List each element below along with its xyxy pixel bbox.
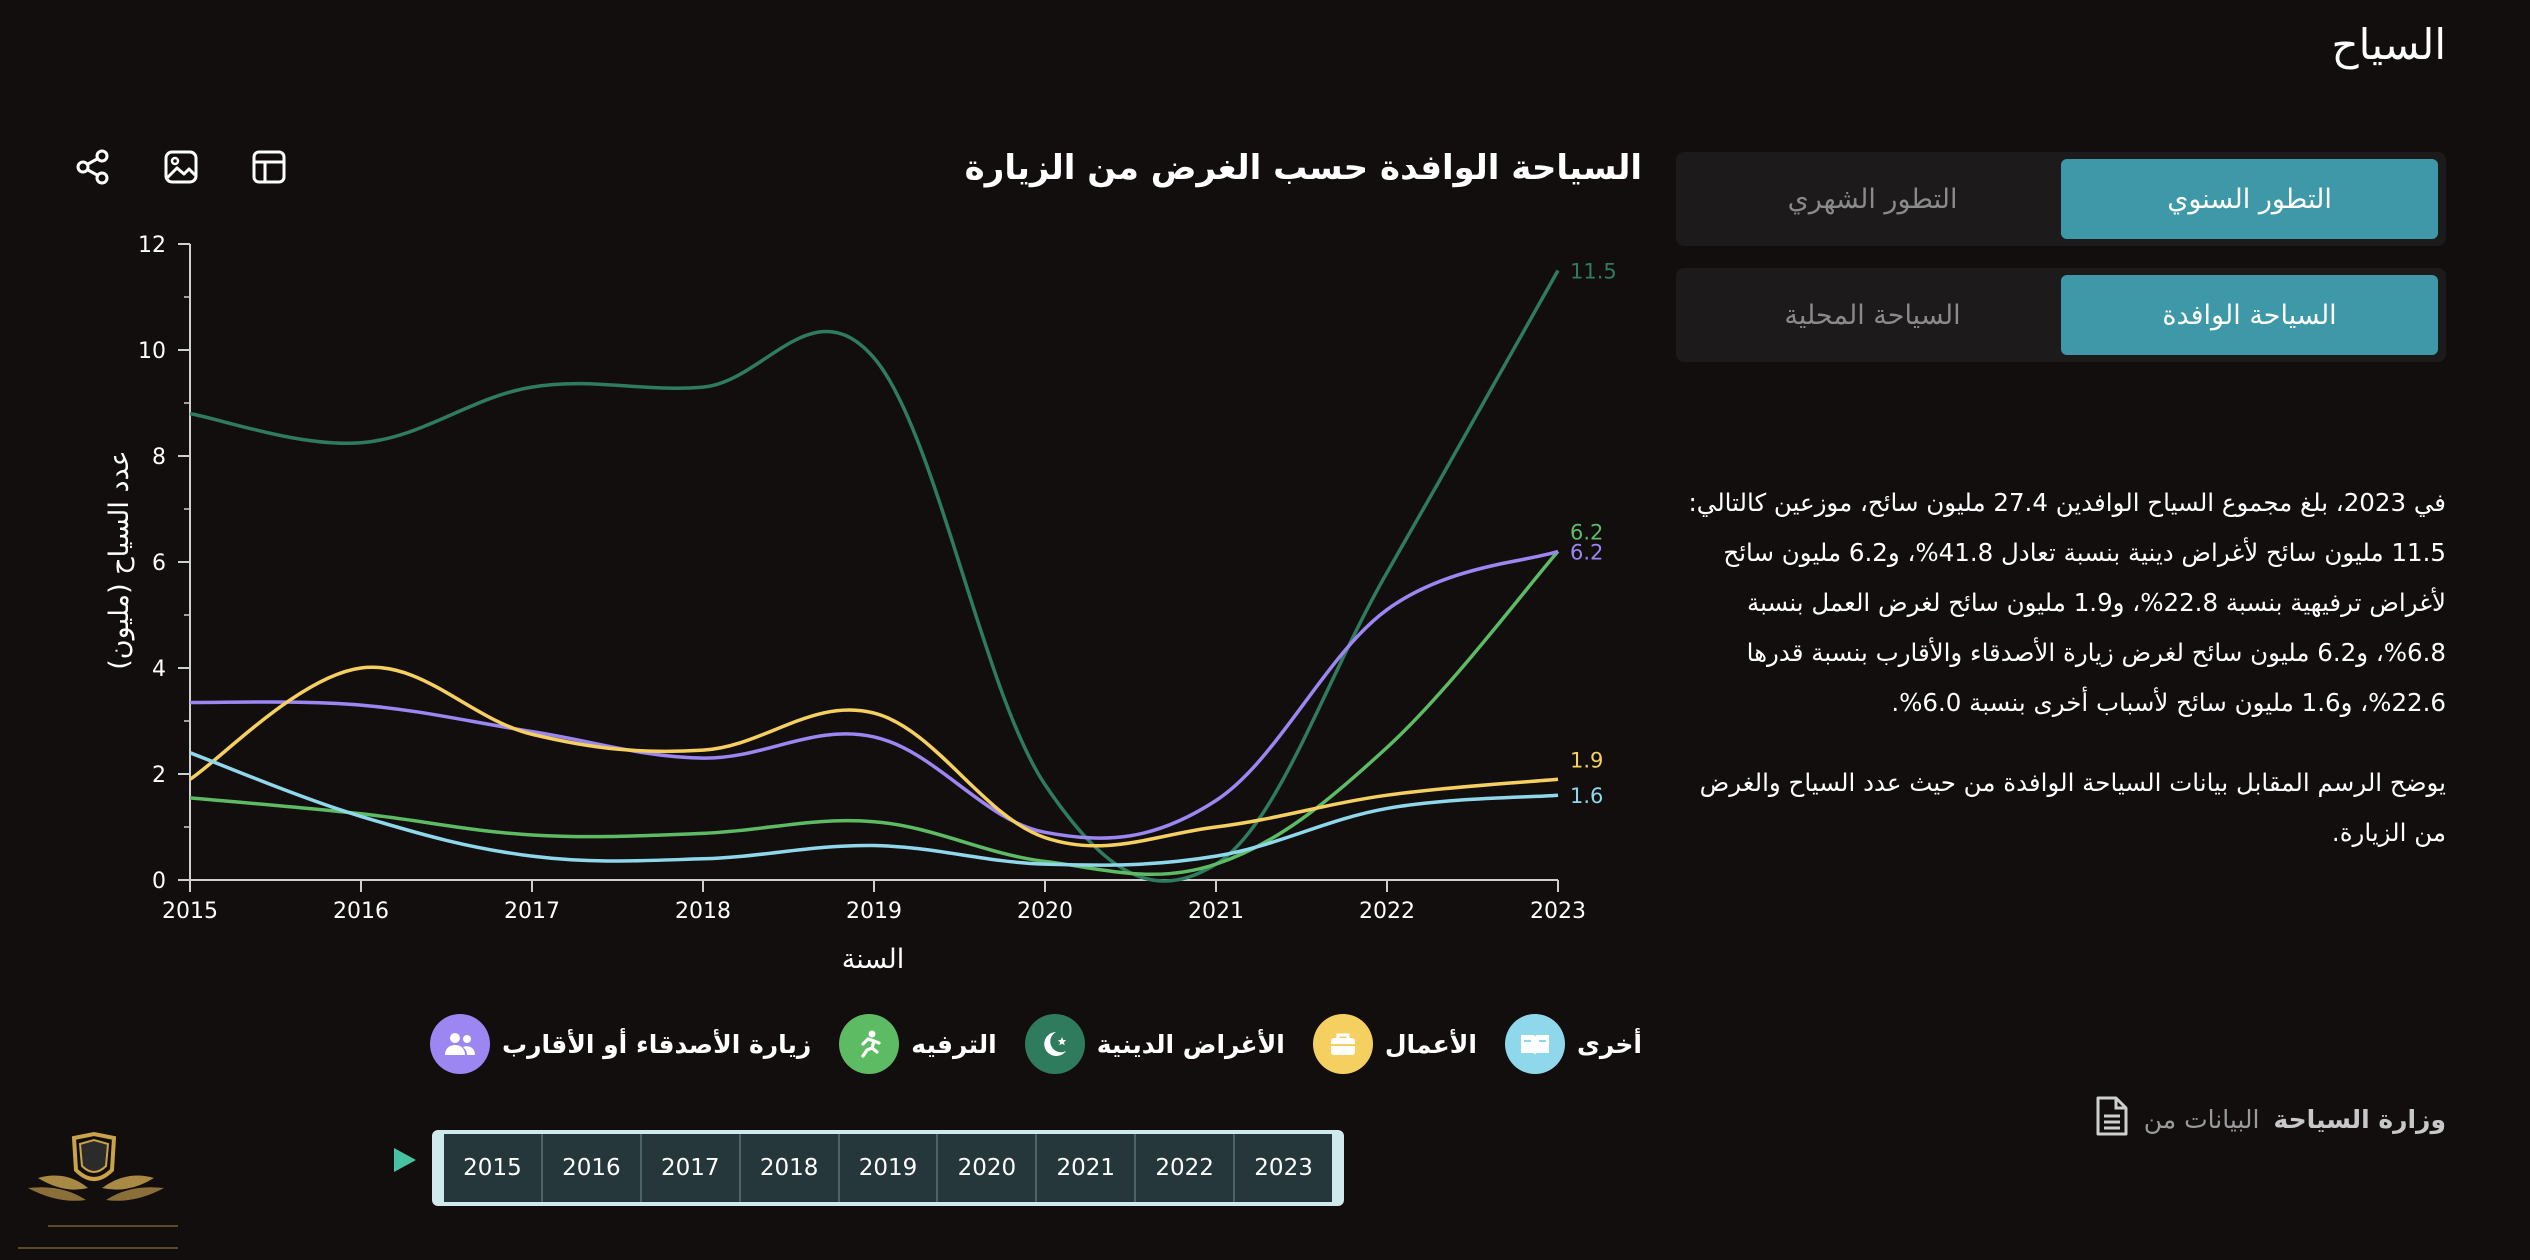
data-source: البيانات من وزارة السياحة	[2092, 1096, 2446, 1142]
line-chart: 0 2 4 6 8 10 12 2015 2016 2017 2018 2019 2020 2021 202…	[104, 233, 1617, 975]
source-link[interactable]: وزارة السياحة	[2273, 1104, 2446, 1134]
x-tick-label: 2020	[1017, 899, 1073, 924]
series-end-label: 6.2	[1570, 540, 1603, 564]
domestic-tourism-button[interactable]: السياحة المحلية	[1784, 299, 1961, 331]
chart-axes: 0 2 4 6 8 10 12 2015 2016 2017 2018 2019 2020 2021 202…	[138, 233, 1586, 924]
legend-label: أخرى	[1576, 1029, 1642, 1059]
book-icon	[1504, 1014, 1565, 1074]
legend-item-business[interactable]: الأعمال	[1312, 1014, 1477, 1074]
y-tick-label: 0	[152, 869, 166, 894]
crescent-icon	[1024, 1014, 1085, 1074]
legend-item-other[interactable]: أخرى	[1504, 1014, 1642, 1074]
share-icon[interactable]	[74, 148, 112, 186]
x-tick-label: 2023	[1530, 899, 1586, 924]
document-icon	[2092, 1096, 2130, 1142]
series-line[interactable]	[189, 269, 1560, 883]
legend-label: الأعمال	[1384, 1029, 1477, 1059]
x-tick-label: 2018	[675, 899, 731, 924]
series-line[interactable]	[189, 751, 1559, 867]
briefcase-icon	[1312, 1014, 1373, 1074]
inbound-tourism-button[interactable]: السياحة الوافدة	[2061, 275, 2438, 355]
y-tick-label: 12	[138, 233, 166, 258]
period-toggle: التطور السنوي التطور الشهري	[1676, 152, 2446, 246]
timeline-year[interactable]: 2021	[1037, 1134, 1137, 1202]
x-tick-label: 2015	[162, 899, 218, 924]
timeline-year[interactable]: 2016	[543, 1134, 642, 1202]
series-line[interactable]	[189, 665, 1559, 848]
y-tick-label: 2	[152, 763, 166, 788]
timeline-year[interactable]: 2022	[1136, 1134, 1236, 1202]
year-timeline: 2015 2016 2017 2018 2019 2020 2021 2022 2023	[432, 1130, 1344, 1206]
series-end-label: 1.6	[1570, 784, 1603, 808]
timeline-year[interactable]: 2019	[840, 1134, 939, 1202]
timeline-year[interactable]: 2017	[642, 1134, 741, 1202]
legend-label: الأغراض الدينية	[1096, 1029, 1285, 1059]
series-line[interactable]	[189, 549, 1559, 840]
y-tick-label: 10	[138, 339, 166, 364]
series-line[interactable]	[189, 550, 1560, 877]
chart-title: السياحة الوافدة حسب الغرض من الزيارة	[964, 148, 1642, 188]
description-paragraph: يوضح الرسم المقابل بيانات السياحة الوافد…	[1699, 768, 2446, 847]
x-tick-label: 2022	[1359, 899, 1415, 924]
x-tick-label: 2021	[1188, 899, 1244, 924]
chart-legend: زيارة الأصدقاء أو الأقارب الترفيه الأغرا…	[429, 1014, 1642, 1074]
x-tick-label: 2016	[333, 899, 389, 924]
legend-label: الترفيه	[911, 1029, 997, 1059]
play-button[interactable]	[394, 1148, 416, 1172]
annual-trend-button[interactable]: التطور السنوي	[2061, 159, 2438, 239]
series-end-label: 11.5	[1570, 260, 1617, 284]
y-tick-label: 6	[152, 551, 166, 576]
x-tick-label: 2017	[504, 899, 560, 924]
timeline-year[interactable]: 2023	[1254, 1155, 1313, 1181]
page-title: السياح	[2331, 20, 2446, 69]
y-tick-label: 4	[152, 657, 166, 682]
legend-item-leisure[interactable]: الترفيه	[839, 1014, 997, 1074]
series-end-label: 6.2	[1570, 520, 1603, 544]
people-icon	[429, 1014, 490, 1074]
x-axis-title: السنة	[842, 944, 904, 975]
x-tick-label: 2019	[846, 899, 902, 924]
series-end-label: 1.9	[1570, 748, 1603, 772]
timeline-year[interactable]: 2015	[444, 1134, 543, 1202]
timeline-year[interactable]: 2020	[938, 1134, 1038, 1202]
source-prefix: البيانات من	[2143, 1104, 2260, 1134]
monthly-trend-button[interactable]: التطور الشهري	[1787, 183, 1958, 215]
legend-label: زيارة الأصدقاء أو الأقارب	[501, 1029, 812, 1059]
running-icon	[839, 1014, 900, 1074]
image-download-icon[interactable]	[162, 148, 200, 186]
table-view-icon[interactable]	[250, 148, 288, 186]
legend-item-friends-relatives[interactable]: زيارة الأصدقاء أو الأقارب	[429, 1014, 812, 1074]
legend-item-religious[interactable]: الأغراض الدينية	[1024, 1014, 1285, 1074]
chart-series	[189, 269, 1560, 883]
forum-logo	[18, 1130, 178, 1255]
y-axis-title: عدد السياح (مليون)	[104, 450, 135, 669]
timeline-year[interactable]: 2018	[741, 1134, 840, 1202]
chart-end-labels: 11.5 6.26.2 1.9 1.6	[1570, 260, 1617, 809]
description-paragraph: في 2023، بلغ مجموع السياح الوافدين 27.4 …	[1688, 488, 2446, 717]
tourism-type-toggle: السياحة الوافدة السياحة المحلية	[1676, 268, 2446, 362]
description: في 2023، بلغ مجموع السياح الوافدين 27.4 …	[1676, 478, 2446, 888]
y-tick-label: 8	[152, 445, 166, 470]
chart-toolbar	[74, 148, 288, 186]
